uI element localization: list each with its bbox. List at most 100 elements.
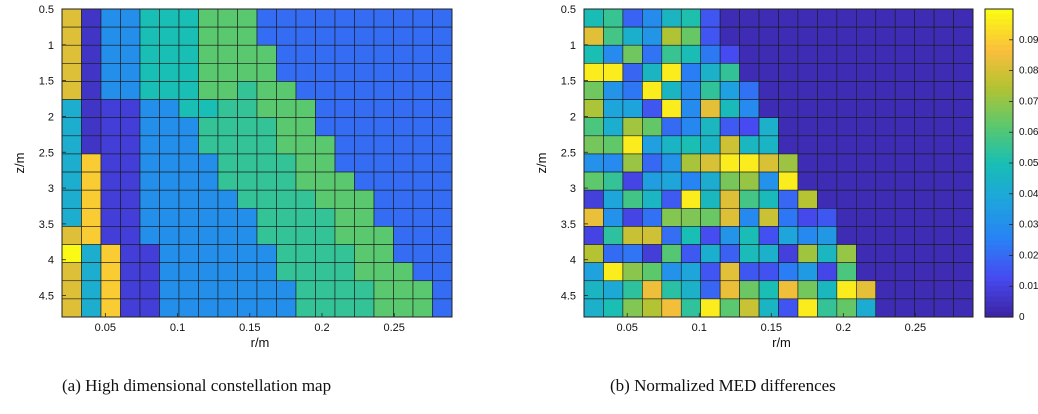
heatmap-b-cell: [894, 280, 915, 300]
heatmap-a-cell: [81, 298, 102, 318]
heatmap-b-cell: [953, 171, 974, 191]
heatmap-b-cell: [797, 63, 818, 82]
heatmap-a-cell: [178, 244, 199, 263]
heatmap-b-cell: [953, 189, 974, 209]
heatmap-b-cell: [622, 171, 643, 191]
colorbar-segment: [985, 260, 1013, 267]
heatmap-a-cell: [139, 280, 160, 300]
heatmap-a-cell: [432, 171, 453, 191]
heatmap-b-cell: [583, 171, 604, 191]
heatmap-b-cell: [700, 81, 721, 100]
heatmap-b-cell: [758, 280, 779, 300]
heatmap-a-cell: [139, 171, 160, 191]
heatmap-a-cell: [198, 153, 219, 173]
colorbar-segment: [985, 55, 1013, 61]
heatmap-b-cell: [855, 207, 877, 227]
heatmap-a-cell: [120, 189, 141, 209]
heatmap-b-cell: [719, 26, 740, 46]
heatmap-b-cell: [583, 262, 604, 282]
heatmap-b-cell: [661, 8, 682, 28]
heatmap-b-cell: [680, 298, 702, 318]
heatmap-b-cell: [719, 135, 740, 155]
colorbar-segment: [985, 147, 1013, 154]
heatmap-a-cell: [256, 117, 277, 137]
heatmap-a-cell: [217, 226, 238, 245]
colorbar-segment: [985, 301, 1013, 308]
heatmap-b-cell: [661, 117, 682, 137]
heatmap-b-cell: [583, 99, 604, 119]
heatmap-a-cell: [276, 189, 297, 209]
heatmap-b-cell: [758, 226, 779, 245]
heatmap-a-cell: [373, 135, 394, 155]
heatmap-a-cell: [237, 189, 258, 209]
colorbar-segment: [985, 173, 1013, 179]
heatmap-b-cell: [797, 244, 818, 263]
heatmap-b-cell: [603, 44, 624, 64]
heatmap-b-cell: [855, 298, 877, 318]
heatmap-b-cell: [817, 63, 838, 82]
heatmap-b-cell: [817, 135, 838, 155]
heatmap-a-cell: [334, 262, 355, 282]
heatmap-a-cell: [217, 262, 238, 282]
heatmap-a-cell: [81, 226, 102, 245]
heatmap-b-cell: [894, 135, 915, 155]
heatmap-b-cell: [836, 117, 857, 137]
heatmap-a-cell: [61, 81, 82, 100]
heatmap-b-cell: [817, 207, 838, 227]
heatmap-a-cell: [393, 280, 414, 300]
heatmap-a-cell: [295, 244, 316, 263]
heatmap-b-cell: [953, 135, 974, 155]
heatmap-a-cell: [315, 189, 336, 209]
heatmap-a-cell: [100, 207, 121, 227]
heatmap-b-cell: [739, 135, 760, 155]
colorbar-tick-label: 0.03: [1019, 220, 1038, 231]
heatmap-b-cell: [933, 8, 954, 28]
heatmap-b-cell: [836, 207, 857, 227]
panel-a-ytick-label: 3: [48, 183, 54, 195]
heatmap-a-cell: [432, 44, 453, 64]
heatmap-b-cell: [855, 226, 877, 245]
heatmap-a-cell: [139, 63, 160, 82]
heatmap-a-cell: [61, 189, 82, 209]
heatmap-a-cell: [81, 117, 102, 137]
heatmap-a-cell: [139, 298, 160, 318]
heatmap-a-cell: [295, 26, 316, 46]
heatmap-b-cell: [914, 207, 935, 227]
heatmap-a-cell: [373, 8, 394, 28]
heatmap-a-cell: [256, 81, 277, 100]
heatmap-a-cell: [256, 63, 277, 82]
panel-b-ylabel: z/m: [534, 153, 549, 174]
heatmap-b-cell: [953, 99, 974, 119]
heatmap-a-cell: [334, 26, 355, 46]
heatmap-a-cell: [315, 171, 336, 191]
heatmap-a-cell: [81, 153, 102, 173]
heatmap-a-cell: [178, 207, 199, 227]
colorbar-segment: [985, 245, 1013, 251]
heatmap-b-cell: [855, 171, 877, 191]
colorbar-segment: [985, 306, 1013, 313]
heatmap-b-cell: [797, 44, 818, 64]
colorbar-tick-label: 0: [1019, 312, 1025, 323]
heatmap-b-cell: [914, 26, 935, 46]
heatmap-b-cell: [778, 153, 799, 173]
colorbar-segment: [985, 281, 1013, 287]
heatmap-b-cell: [914, 81, 935, 100]
heatmap-a-cell: [100, 189, 121, 209]
heatmap-a-cell: [276, 99, 297, 119]
heatmap-b-cell: [739, 226, 760, 245]
heatmap-b-cell: [953, 81, 974, 100]
heatmap-a-cell: [120, 135, 141, 155]
heatmap-a-cell: [81, 244, 102, 263]
colorbar-segment: [985, 311, 1013, 318]
heatmap-a-cell: [315, 26, 336, 46]
panel-b-ytick-label: 2: [570, 111, 576, 123]
heatmap-a-cell: [256, 207, 277, 227]
heatmap-a-cell: [334, 298, 355, 318]
heatmap-b-cell: [914, 44, 935, 64]
heatmap-b-cell: [642, 99, 663, 119]
heatmap-a-cell: [237, 44, 258, 64]
heatmap-a-cell: [81, 207, 102, 227]
heatmap-b-cell: [622, 63, 643, 82]
panel-b-ytick-label: 3.5: [561, 219, 576, 231]
heatmap-b-cell: [700, 153, 721, 173]
